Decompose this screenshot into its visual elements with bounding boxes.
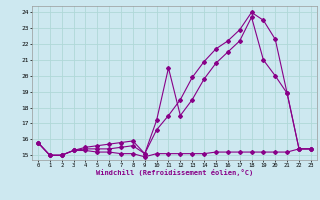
X-axis label: Windchill (Refroidissement éolien,°C): Windchill (Refroidissement éolien,°C) bbox=[96, 169, 253, 176]
